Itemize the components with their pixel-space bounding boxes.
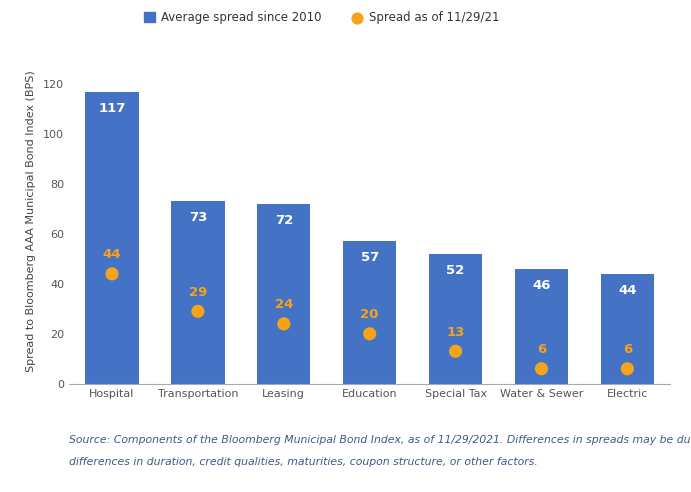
Bar: [343, 242, 397, 384]
Text: 13: 13: [446, 326, 465, 339]
Point: [106, 270, 117, 278]
Text: 117: 117: [98, 101, 126, 115]
Text: 57: 57: [361, 251, 379, 264]
Text: 29: 29: [189, 286, 207, 299]
Legend: Average spread since 2010, Spread as of 11/29/21: Average spread since 2010, Spread as of …: [139, 6, 504, 29]
Point: [278, 320, 290, 328]
Point: [622, 365, 633, 373]
Bar: [171, 201, 225, 384]
Text: Source: Components of the Bloomberg Municipal Bond Index, as of 11/29/2021. Diff: Source: Components of the Bloomberg Muni…: [69, 435, 691, 445]
Text: 73: 73: [189, 212, 207, 224]
Point: [536, 365, 547, 373]
Bar: [86, 92, 139, 384]
Text: 6: 6: [537, 343, 546, 356]
Text: 6: 6: [623, 343, 632, 356]
Text: 46: 46: [532, 279, 551, 292]
Y-axis label: Spread to Bloomberg AAA Municipal Bond Index (BPS): Spread to Bloomberg AAA Municipal Bond I…: [26, 70, 36, 372]
Bar: [429, 254, 482, 384]
Text: 44: 44: [618, 284, 636, 297]
Bar: [257, 204, 310, 384]
Text: 52: 52: [446, 264, 464, 277]
Point: [192, 308, 203, 315]
Text: differences in duration, credit qualities, maturities, coupon structure, or othe: differences in duration, credit qualitie…: [69, 457, 538, 466]
Text: 20: 20: [361, 308, 379, 321]
Text: 72: 72: [275, 214, 293, 227]
Text: 24: 24: [274, 298, 293, 311]
Point: [450, 347, 461, 355]
Text: 44: 44: [103, 248, 122, 261]
Point: [364, 330, 375, 338]
Bar: [600, 274, 654, 384]
Bar: [515, 269, 568, 384]
